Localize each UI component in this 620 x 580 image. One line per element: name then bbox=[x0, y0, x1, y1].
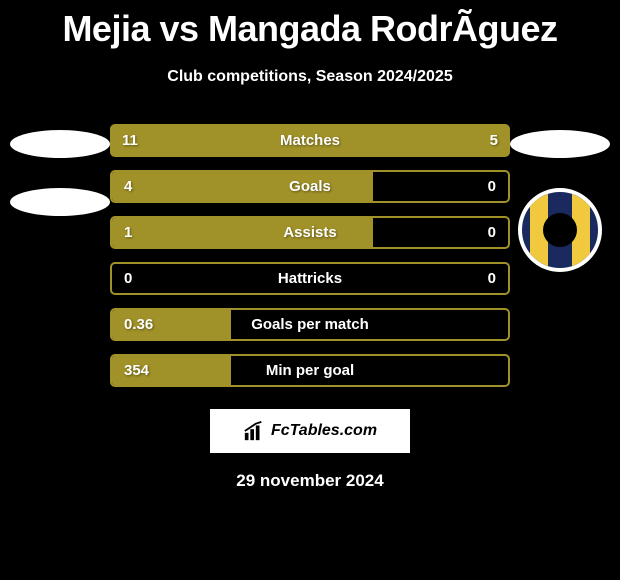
branding-label: FcTables.com bbox=[271, 422, 377, 440]
branding-badge: FcTables.com bbox=[210, 409, 410, 453]
stat-right-value: 0 bbox=[488, 224, 496, 241]
stat-label: Goals per match bbox=[112, 316, 508, 333]
player2-placeholder-icon bbox=[510, 130, 610, 158]
stat-label: Min per goal bbox=[112, 362, 508, 379]
club1-placeholder-icon bbox=[10, 188, 110, 216]
stat-label: Matches bbox=[110, 132, 510, 149]
avatar-left bbox=[10, 130, 110, 216]
stats-list: 11 Matches 5 4 Goals 0 1 Assists 0 0 Hat… bbox=[110, 124, 510, 387]
page-title: Mejia vs Mangada RodrÃ­guez bbox=[0, 0, 620, 50]
stat-label: Hattricks bbox=[112, 270, 508, 287]
stat-row: 0 Hattricks 0 bbox=[110, 262, 510, 295]
stat-row: 354 Min per goal bbox=[110, 354, 510, 387]
club2-logo-icon bbox=[518, 188, 602, 272]
date-label: 29 november 2024 bbox=[10, 471, 610, 491]
stat-right-value: 0 bbox=[488, 178, 496, 195]
chart-icon bbox=[243, 420, 265, 442]
stat-right-value: 5 bbox=[490, 132, 498, 149]
stat-row: 11 Matches 5 bbox=[110, 124, 510, 157]
stat-right-value: 0 bbox=[488, 270, 496, 287]
stat-row: 4 Goals 0 bbox=[110, 170, 510, 203]
stat-label: Goals bbox=[112, 178, 508, 195]
player1-placeholder-icon bbox=[10, 130, 110, 158]
stat-row: 0.36 Goals per match bbox=[110, 308, 510, 341]
content-area: 11 Matches 5 4 Goals 0 1 Assists 0 0 Hat… bbox=[0, 124, 620, 491]
stat-row: 1 Assists 0 bbox=[110, 216, 510, 249]
subtitle: Club competitions, Season 2024/2025 bbox=[0, 68, 620, 86]
avatar-right bbox=[510, 130, 610, 272]
stat-label: Assists bbox=[112, 224, 508, 241]
